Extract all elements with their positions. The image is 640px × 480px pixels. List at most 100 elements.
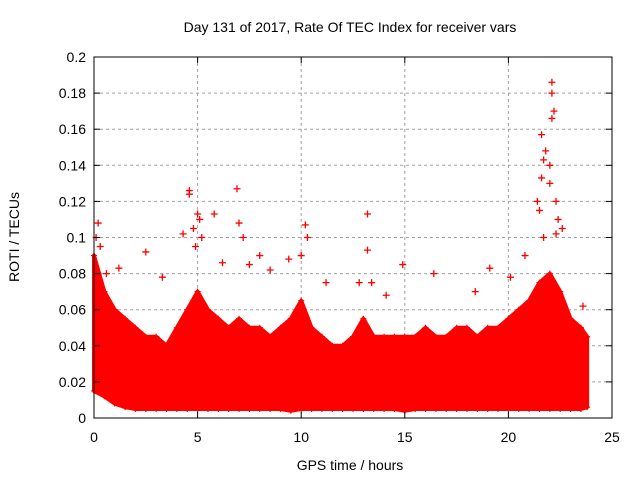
data-point [96,243,104,251]
data-point [196,215,204,223]
band-edge-marker [194,288,201,295]
data-point [158,273,166,281]
band-edge-marker [557,405,564,412]
band-edge-marker [536,279,543,286]
data-point [430,270,438,278]
data-point [548,114,556,122]
band-edge-marker [153,405,160,412]
band-edge-marker [360,405,367,412]
data-point [256,252,264,260]
data-point [322,279,330,287]
band-edge-marker [163,342,170,349]
band-edge-marker [432,405,439,412]
data-point [486,264,494,272]
band-edge-marker [401,333,408,340]
band-edge-marker [422,324,429,331]
band-edge-marker [557,288,564,295]
band-edge-marker [308,405,315,412]
dense-data-band [91,252,591,414]
data-point [558,224,566,232]
band-edge-marker [246,324,253,331]
band-edge-marker [329,405,336,412]
band-edge-marker [350,405,356,412]
band-edge-marker [370,405,377,412]
data-point [115,264,123,272]
band-edge-marker [308,324,315,331]
band-edge-marker [184,306,191,313]
data-point [552,197,560,205]
band-edge-marker [567,405,574,412]
band-edge-marker [287,407,294,414]
band-edge-marker [173,324,180,331]
data-point [179,230,187,238]
band-edge-marker [567,315,574,322]
data-point [301,221,309,229]
band-edge-marker [267,333,274,340]
x-tick-label: 15 [397,429,413,445]
data-point [189,224,197,232]
data-point [399,261,407,269]
data-point [245,261,253,269]
band-edge-marker [101,288,108,295]
y-tick-label: 0.18 [59,85,86,101]
data-point [185,190,193,198]
x-tick-label: 0 [90,429,98,445]
band-edge-marker [381,405,388,412]
y-tick-label: 0.14 [59,157,86,173]
band-edge-marker [236,405,243,412]
band-edge-marker [267,405,274,412]
band-edge-marker [318,333,325,340]
band-edge-marker [246,405,253,412]
band-edge-marker [122,404,129,411]
x-axis-label: GPS time / hours [297,457,404,473]
band-edge-marker [505,405,512,412]
chart-title: Day 131 of 2017, Rate Of TEC Index for r… [184,19,517,35]
data-point [364,210,372,218]
data-point [210,210,218,218]
data-point [546,179,554,187]
band-edge-marker [111,400,118,407]
y-tick-label: 0.04 [59,338,86,354]
band-edge-marker [298,297,305,304]
band-edge-marker [391,333,398,340]
band-edge-marker [443,333,450,340]
band-edge-marker [184,405,191,412]
band-edge-marker [526,405,533,412]
data-point [266,266,274,274]
band-edge-marker [142,333,149,340]
band-edge-marker [215,405,222,412]
band-edge-marker [495,405,502,412]
band-edge-marker [236,315,243,322]
data-point [542,147,550,155]
x-tick-label: 10 [293,429,309,445]
band-edge-marker [318,405,325,412]
band-edge-marker [526,297,533,304]
band-edge-marker [536,405,543,412]
band-edge-marker [153,333,160,340]
data-point [285,255,293,263]
dense-band-area [92,253,590,413]
band-edge-marker [584,333,591,340]
y-tick-label: 0.02 [59,374,86,390]
data-point [550,107,558,115]
data-point [533,197,541,205]
data-point [303,234,311,241]
y-tick-label: 0.08 [59,266,86,282]
x-tick-label: 5 [194,429,202,445]
data-point [102,270,110,278]
data-point [552,230,560,238]
data-point [471,288,479,296]
band-edge-marker [515,306,522,313]
band-edge-marker [204,306,211,313]
band-edge-marker [142,405,149,412]
axis-ticks: 0 5 10 15 20 25 0 0.02 0.04 0.06 0.08 0.1 0.12 0.14 0.… [59,49,620,445]
band-edge-marker [215,315,222,322]
data-point [548,78,556,86]
band-edge-marker [432,333,439,340]
band-edge-marker [256,324,263,331]
y-tick-label: 0.16 [59,121,86,137]
band-edge-marker [277,405,284,412]
band-edge-marker [584,404,591,411]
x-tick-label: 25 [604,429,620,445]
data-point [538,131,546,139]
